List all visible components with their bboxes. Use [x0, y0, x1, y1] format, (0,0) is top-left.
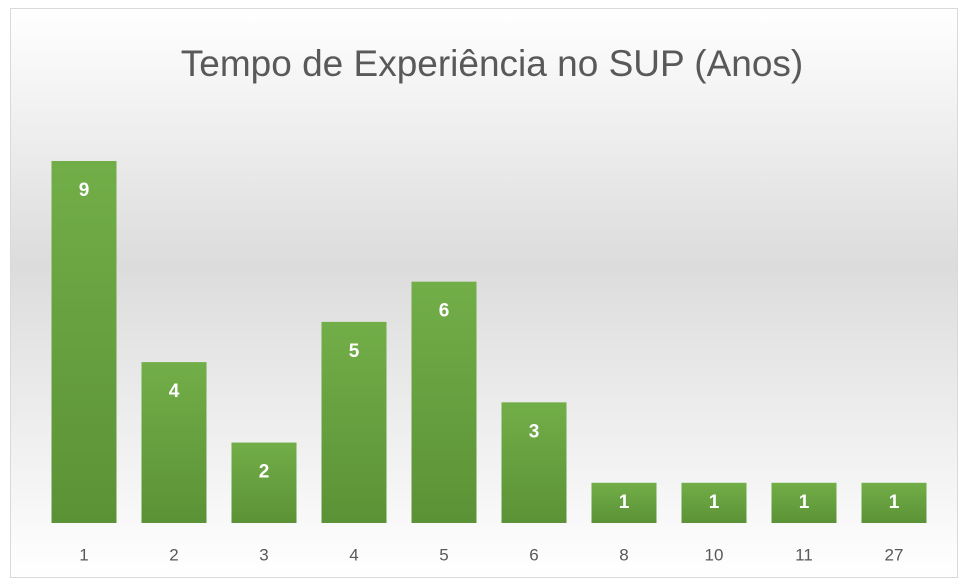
x-tick-label: 3 — [259, 545, 268, 564]
x-tick-label: 4 — [349, 545, 358, 564]
x-tick-label: 8 — [619, 545, 628, 564]
x-tick-label: 10 — [705, 545, 724, 564]
bar — [771, 482, 837, 523]
bar — [321, 321, 387, 523]
x-tick-label: 2 — [169, 545, 178, 564]
data-label: 3 — [529, 421, 540, 442]
bar — [681, 482, 747, 523]
data-label: 1 — [889, 492, 900, 513]
data-label: 1 — [619, 492, 630, 513]
x-tick-label: 5 — [439, 545, 448, 564]
bar — [861, 482, 927, 523]
x-tick-label: 11 — [795, 545, 813, 564]
x-tick-label: 27 — [885, 545, 904, 564]
bar — [141, 362, 207, 523]
x-tick-label: 6 — [529, 545, 538, 564]
bar — [591, 482, 657, 523]
chart-title: Tempo de Experiência no SUP (Anos) — [181, 43, 803, 84]
data-label: 6 — [439, 301, 450, 322]
bar — [411, 281, 477, 523]
data-label: 5 — [349, 341, 360, 362]
data-label: 2 — [259, 462, 270, 483]
bar — [501, 402, 567, 523]
data-label: 1 — [799, 492, 810, 513]
data-label: 9 — [79, 180, 90, 201]
data-label: 4 — [169, 381, 180, 402]
bar — [51, 161, 117, 523]
x-tick-label: 1 — [79, 545, 88, 564]
data-label: 1 — [709, 492, 720, 513]
bar — [231, 442, 297, 523]
